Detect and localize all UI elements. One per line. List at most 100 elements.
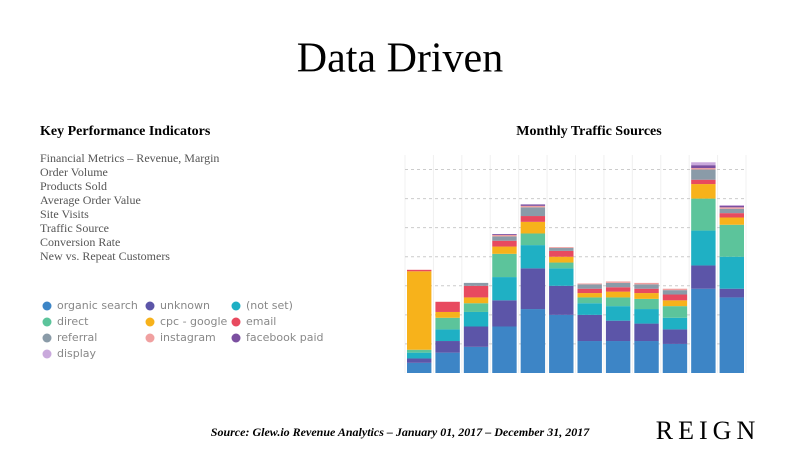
kpi-item: Site Visits <box>40 207 89 221</box>
bar-segment <box>435 311 460 318</box>
bar-segment <box>435 352 460 373</box>
bar-segment <box>520 245 546 269</box>
kpi-heading: Key Performance Indicators <box>40 124 211 139</box>
bar-segment <box>662 294 688 301</box>
bar-segment <box>549 247 574 249</box>
bar-segment <box>719 207 744 209</box>
bar-segment <box>605 297 631 307</box>
legend-label: unknown <box>160 299 210 312</box>
bar-segment <box>605 291 631 298</box>
bar-segment <box>435 317 460 330</box>
legend-swatch <box>145 333 155 343</box>
bar-segment <box>634 282 659 285</box>
bar-segment <box>492 277 517 301</box>
bar-segment <box>492 234 517 237</box>
bar-segment <box>691 265 716 289</box>
kpi-item: Conversion Rate <box>40 235 120 249</box>
bar-segment <box>549 256 574 263</box>
bar-segment <box>691 169 716 180</box>
bar-segment <box>719 224 744 257</box>
bar-segment <box>691 198 716 231</box>
bar-segment <box>634 293 659 299</box>
bar-segment <box>520 204 546 206</box>
legend-swatch <box>231 317 241 327</box>
bar-segment <box>577 341 602 373</box>
bar-segment <box>634 309 659 324</box>
bar-segment <box>463 303 489 312</box>
bar-segment <box>605 341 631 373</box>
bar-segment <box>719 208 744 214</box>
bar-segment <box>719 205 744 208</box>
bar-segment <box>719 297 744 373</box>
bar-segment <box>577 297 602 304</box>
legend-label: (not set) <box>246 299 293 312</box>
legend-swatch <box>231 333 241 343</box>
bar-segment <box>691 184 716 199</box>
legend-swatch <box>42 317 52 327</box>
bar-segment <box>549 268 574 286</box>
bar-segment <box>549 285 574 315</box>
bar-segment <box>407 269 432 272</box>
bar-segment <box>634 323 659 342</box>
bar-segment <box>520 205 546 208</box>
bar-segment <box>492 246 517 254</box>
bar-segment <box>549 250 574 257</box>
kpi-item: Order Volume <box>40 165 108 179</box>
bar-segment <box>719 288 744 298</box>
bar-segment <box>492 236 517 241</box>
bar-segment <box>719 256 744 289</box>
bar-segment <box>549 262 574 269</box>
kpi-item: Products Sold <box>40 179 107 193</box>
bar-segment <box>691 230 716 266</box>
bar-segment <box>577 288 602 294</box>
legend-label: direct <box>57 315 89 328</box>
bar-segment <box>662 343 688 373</box>
bar-segment <box>691 288 716 373</box>
bar-segment <box>662 300 688 307</box>
bar-segment <box>691 168 716 170</box>
bar-segment <box>463 311 489 327</box>
legend-label: display <box>57 347 97 360</box>
bar-segment <box>662 288 688 291</box>
kpi-item: Traffic Source <box>40 221 109 235</box>
legend-label: email <box>246 315 276 328</box>
bar-segment <box>435 301 460 312</box>
bar-segment <box>463 297 489 304</box>
kpi-item: Financial Metrics – Revenue, Margin <box>40 151 219 165</box>
bar-segment <box>662 306 688 318</box>
bar-segment <box>577 293 602 298</box>
logo: REIGN <box>656 416 760 445</box>
bar-segment <box>463 326 489 347</box>
bar-segment <box>407 358 432 363</box>
bar-segment <box>605 287 631 292</box>
legend-swatch <box>231 301 241 311</box>
legend-swatch <box>42 333 52 343</box>
bar-segment <box>520 268 546 310</box>
bar-segment <box>463 285 489 298</box>
bar-segment <box>577 314 602 342</box>
bar-segment <box>577 303 602 315</box>
legend-label: cpc - google <box>160 315 228 328</box>
bar-segment <box>605 281 631 283</box>
bar-segment <box>492 234 517 235</box>
slide-title: Data Driven <box>297 36 503 82</box>
bar-segment <box>463 282 489 286</box>
bar-segment <box>634 341 659 373</box>
bar-segment <box>463 346 489 373</box>
bar-segment <box>691 165 716 169</box>
legend-swatch <box>145 301 155 311</box>
legend-label: organic search <box>57 299 138 312</box>
bar-segment <box>605 282 631 288</box>
bar-segment <box>719 213 744 218</box>
bar-segment <box>407 352 432 359</box>
bar-segment <box>662 290 688 295</box>
bar-segment <box>577 284 602 289</box>
bar-segment <box>520 207 546 217</box>
bar-segment <box>407 349 432 353</box>
legend-label: referral <box>57 331 97 344</box>
legend-swatch <box>145 317 155 327</box>
bar-segment <box>407 271 432 350</box>
bar-segment <box>492 300 517 327</box>
